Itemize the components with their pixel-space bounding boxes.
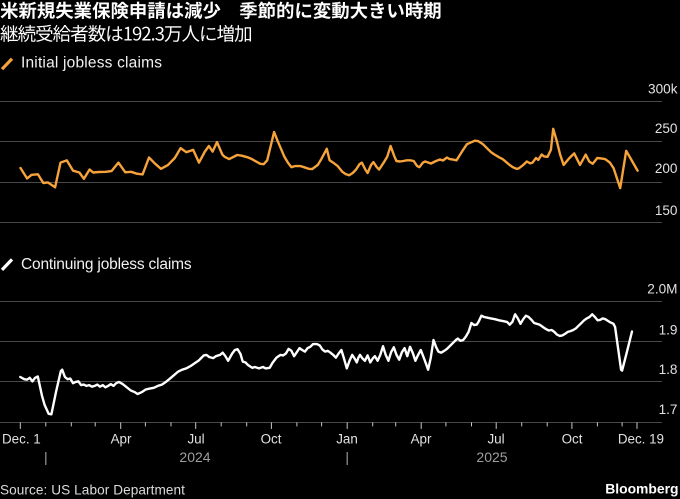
svg-text:Dec. 19: Dec. 19 <box>618 432 664 447</box>
svg-text:Apr: Apr <box>111 432 132 447</box>
svg-text:Continuing jobless claims: Continuing jobless claims <box>21 256 192 273</box>
svg-text:150: 150 <box>655 203 678 218</box>
svg-text:1.7: 1.7 <box>659 402 678 417</box>
svg-text:Oct: Oct <box>261 432 282 447</box>
svg-text:250: 250 <box>655 121 678 136</box>
svg-text:|: | <box>345 449 349 465</box>
svg-text:1.8: 1.8 <box>659 362 678 377</box>
svg-text:Jan: Jan <box>336 432 358 447</box>
svg-text:300k: 300k <box>648 81 678 96</box>
svg-text:Source: US Labor Department: Source: US Labor Department <box>0 483 185 498</box>
svg-text:Oct: Oct <box>562 432 583 447</box>
svg-text:200: 200 <box>655 161 678 176</box>
svg-text:Bloomberg: Bloomberg <box>605 481 678 497</box>
svg-text:2.0M: 2.0M <box>647 281 677 296</box>
svg-text:2025: 2025 <box>476 449 507 465</box>
svg-text:Jul: Jul <box>187 432 204 447</box>
svg-text:Apr: Apr <box>411 432 432 447</box>
svg-text:Initial jobless claims: Initial jobless claims <box>21 55 162 72</box>
svg-text:Dec. 1: Dec. 1 <box>2 432 41 447</box>
svg-text:Jul: Jul <box>487 432 504 447</box>
svg-text:2024: 2024 <box>179 449 210 465</box>
svg-text:|: | <box>44 449 48 465</box>
svg-text:1.9: 1.9 <box>659 322 678 337</box>
